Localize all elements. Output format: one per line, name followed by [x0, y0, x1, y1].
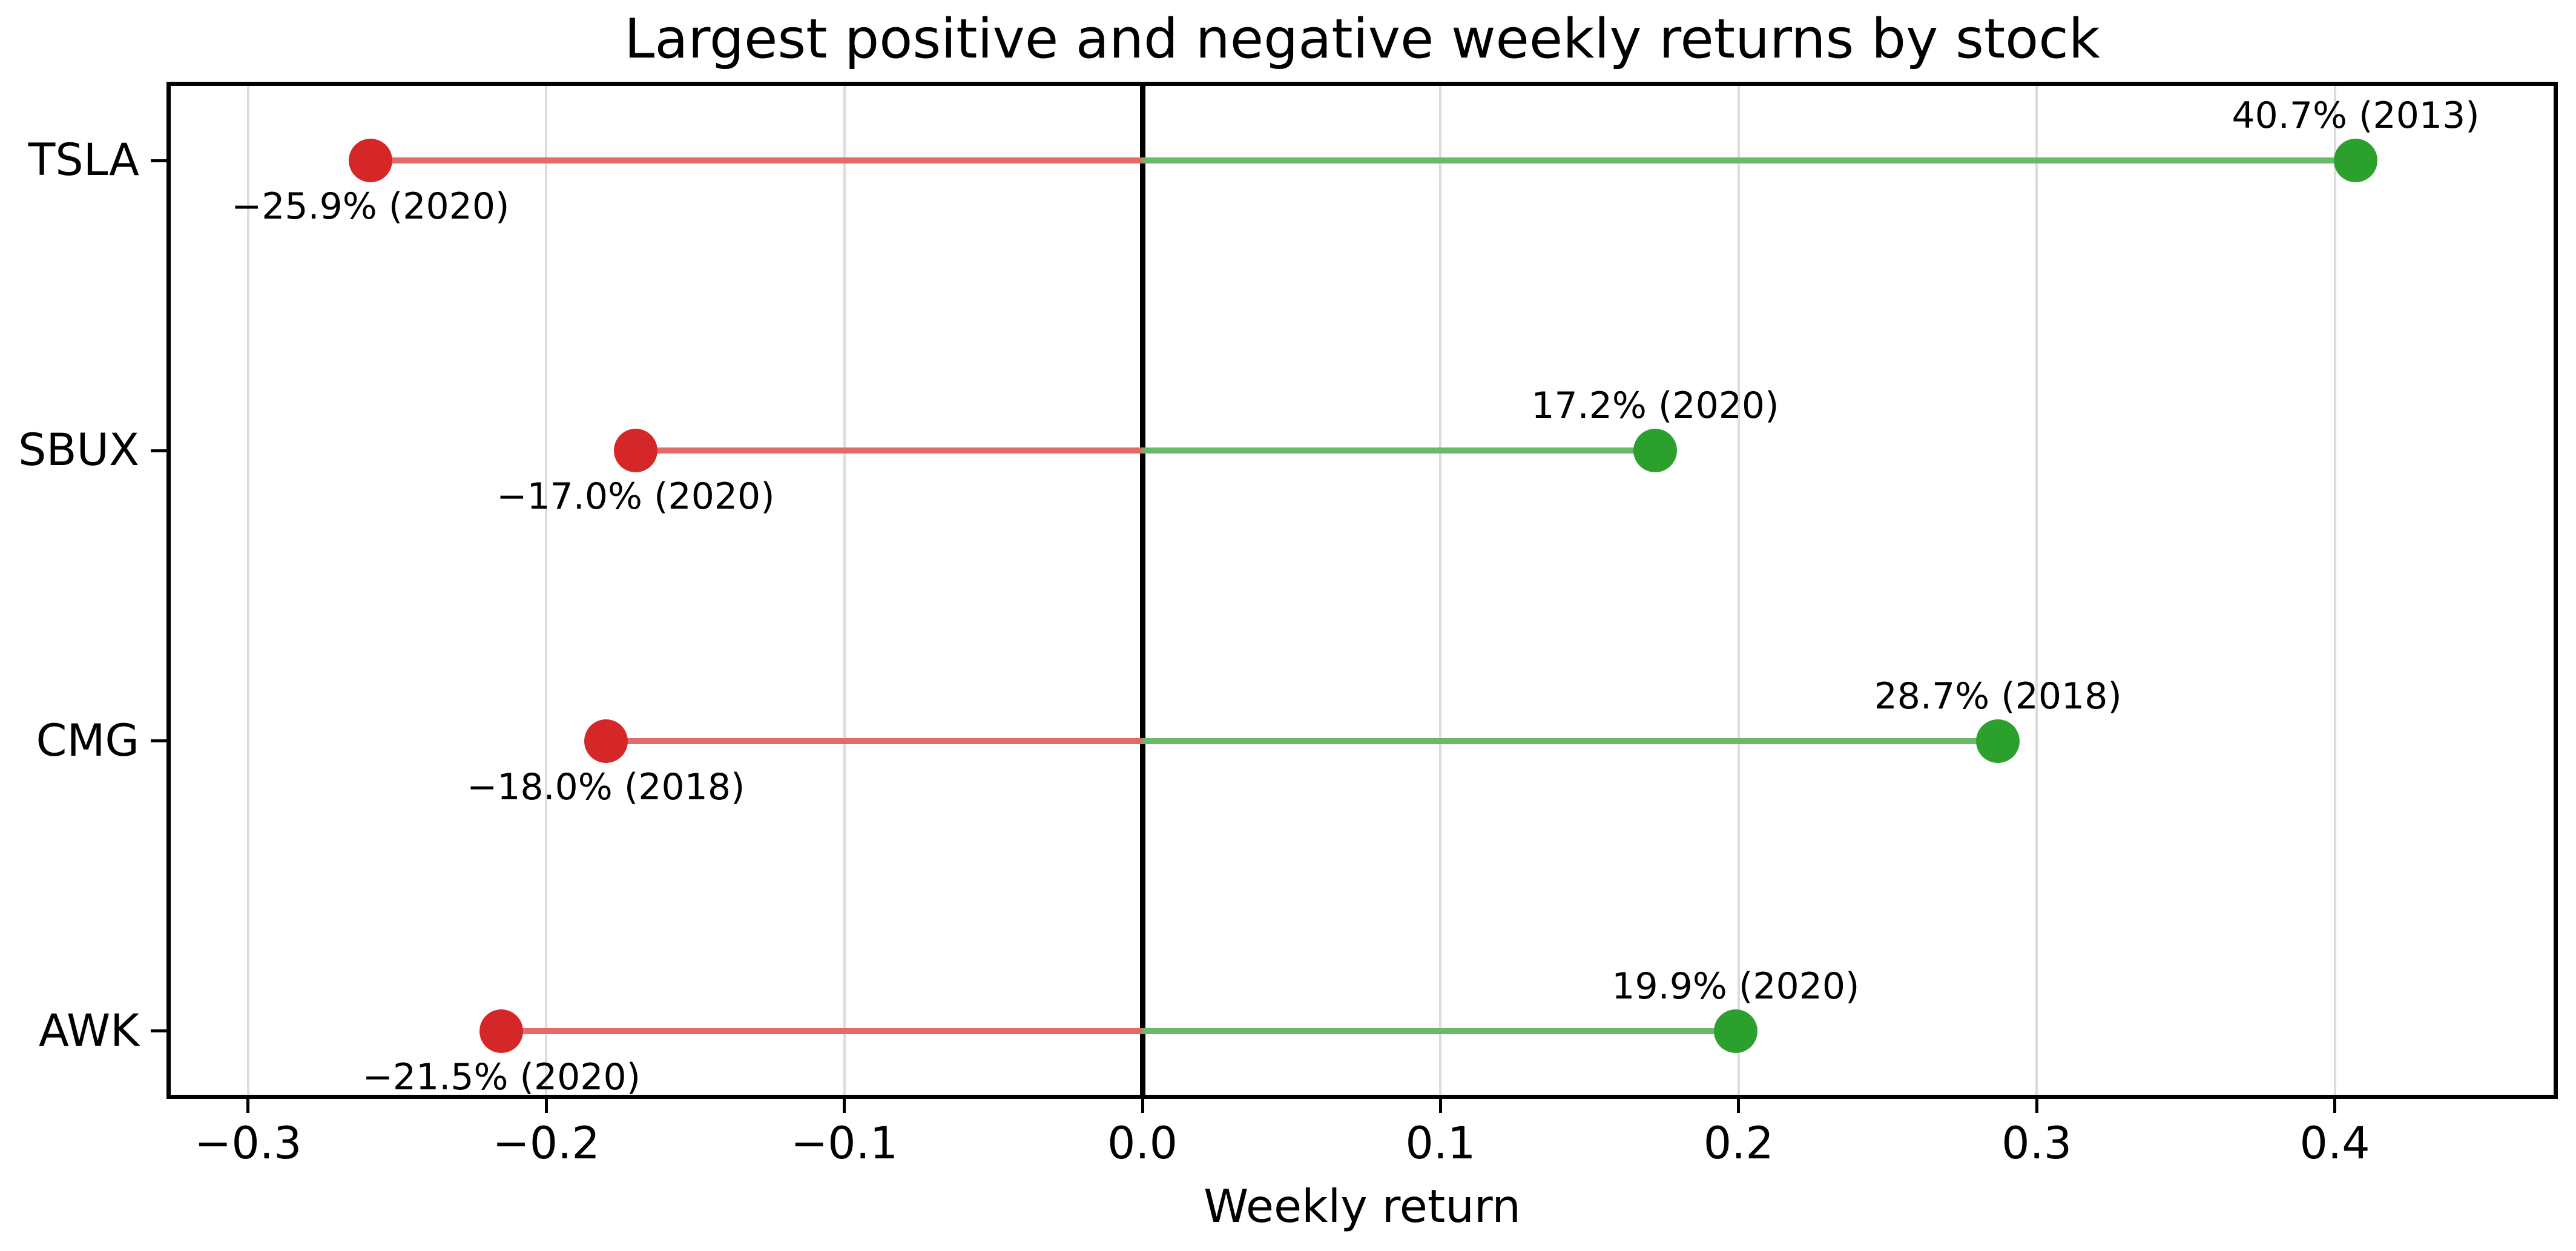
- x-tick-label: 0.1: [1405, 1118, 1476, 1169]
- positive-value-label: 28.7% (2018): [1874, 675, 2122, 718]
- x-tick-mark: [246, 1097, 250, 1113]
- x-tick-mark: [1141, 1097, 1144, 1113]
- positive-data-point: [1976, 719, 2020, 763]
- y-tick-label: TSLA: [28, 134, 139, 186]
- negative-stem-line: [605, 738, 1142, 744]
- x-tick-label: 0.0: [1107, 1118, 1178, 1169]
- negative-data-point: [613, 429, 657, 473]
- positive-data-point: [1633, 429, 1677, 473]
- x-tick-label: 0.2: [1703, 1118, 1774, 1169]
- positive-data-point: [2334, 139, 2378, 182]
- negative-value-label: −18.0% (2018): [466, 765, 745, 808]
- x-tick-label: −0.1: [790, 1118, 898, 1169]
- plot-area: −25.9% (2020) 40.7% (2013) −17.0% (2020) 17…: [166, 82, 2558, 1099]
- x-gridline: [2333, 86, 2336, 1095]
- y-tick-mark: [151, 159, 166, 162]
- positive-value-label: 17.2% (2020): [1531, 385, 1779, 427]
- positive-value-label: 40.7% (2013): [2232, 94, 2480, 137]
- positive-value-label: 19.9% (2020): [1612, 965, 1860, 1008]
- x-tick-label: 0.4: [2299, 1118, 2370, 1169]
- negative-data-point: [479, 1009, 524, 1053]
- positive-stem-line: [1142, 1028, 1736, 1034]
- negative-stem-line: [635, 447, 1142, 454]
- x-tick-mark: [1438, 1097, 1442, 1113]
- x-tick-label: −0.3: [194, 1118, 302, 1169]
- positive-stem-line: [1142, 738, 1998, 744]
- y-tick-label: SBUX: [18, 424, 139, 477]
- x-gridline: [1737, 86, 1740, 1095]
- x-tick-mark: [843, 1097, 846, 1113]
- x-gridline: [2035, 86, 2038, 1095]
- x-gridline: [246, 86, 249, 1095]
- y-tick-mark: [151, 739, 166, 743]
- x-gridline: [1439, 86, 1442, 1095]
- x-tick-mark: [1737, 1097, 1741, 1113]
- y-tick-mark: [151, 449, 166, 452]
- x-tick-mark: [544, 1097, 548, 1113]
- negative-value-label: −25.9% (2020): [231, 185, 510, 228]
- x-axis-label: Weekly return: [1204, 1180, 1521, 1233]
- y-tick-label: CMG: [36, 715, 139, 767]
- chart-title: Largest positive and negative weekly ret…: [624, 7, 2100, 71]
- positive-data-point: [1713, 1009, 1757, 1053]
- x-tick-label: −0.2: [492, 1118, 600, 1169]
- negative-data-point: [348, 139, 392, 182]
- positive-stem-line: [1142, 447, 1655, 454]
- x-gridline: [545, 86, 548, 1095]
- positive-stem-line: [1142, 157, 2356, 163]
- x-tick-mark: [2035, 1097, 2038, 1113]
- negative-value-label: −17.0% (2020): [496, 475, 775, 518]
- x-tick-mark: [2333, 1097, 2337, 1113]
- x-gridline: [843, 86, 846, 1095]
- negative-value-label: −21.5% (2020): [362, 1055, 641, 1098]
- x-tick-label: 0.3: [2001, 1118, 2072, 1169]
- negative-stem-line: [501, 1028, 1142, 1034]
- negative-data-point: [584, 719, 628, 763]
- y-tick-mark: [151, 1029, 166, 1033]
- negative-stem-line: [370, 157, 1142, 163]
- y-tick-label: AWK: [39, 1005, 139, 1057]
- zero-reference-line: [1139, 86, 1145, 1095]
